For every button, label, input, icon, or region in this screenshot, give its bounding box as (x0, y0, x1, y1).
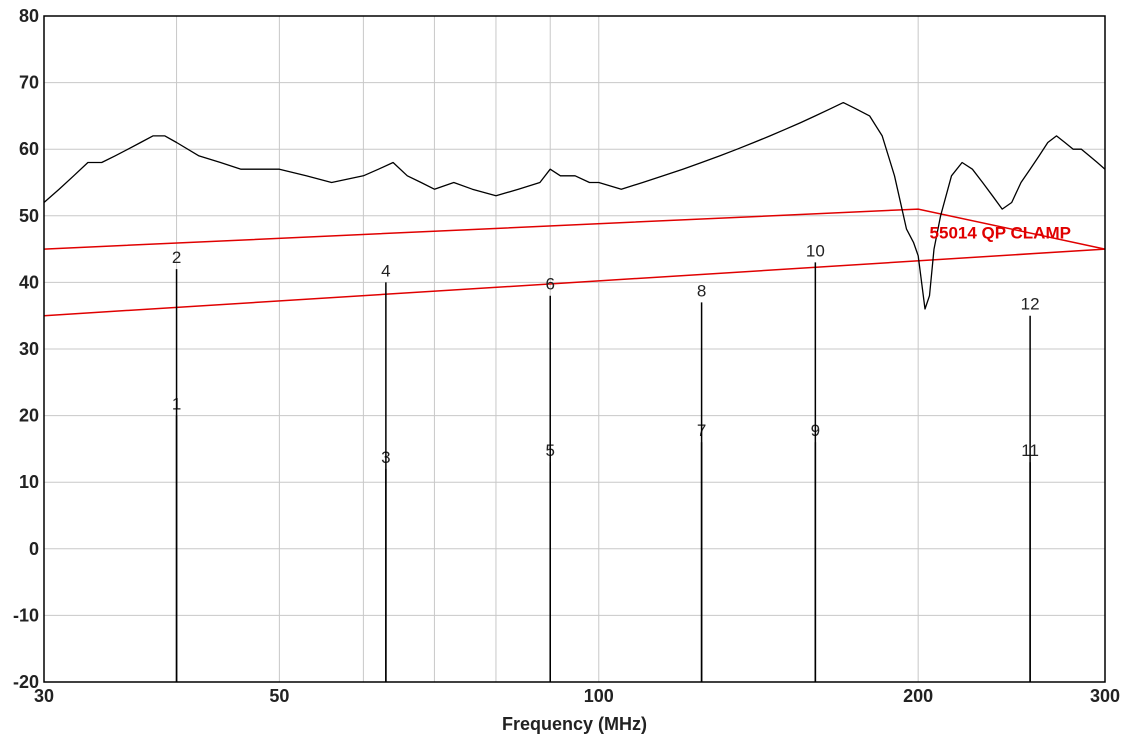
x-tick-label: 300 (1090, 686, 1120, 706)
y-tick-label: 20 (19, 406, 39, 426)
y-tick-label: 70 (19, 73, 39, 93)
marker-label-10: 10 (806, 241, 825, 260)
y-tick-label: 60 (19, 139, 39, 159)
marker-label-8: 8 (697, 281, 706, 300)
y-tick-label: 10 (19, 472, 39, 492)
y-tick-label: 50 (19, 206, 39, 226)
y-tick-label: 0 (29, 539, 39, 559)
marker-label-12: 12 (1021, 295, 1040, 314)
y-tick-label: 40 (19, 272, 39, 292)
x-tick-label: 100 (584, 686, 614, 706)
marker-label-6: 6 (545, 275, 554, 294)
limit-line (43, 208, 1106, 250)
y-tick-label: 30 (19, 339, 39, 359)
limit-lines (43, 208, 1106, 317)
grid (43, 15, 1106, 683)
y-tick-label: -10 (13, 605, 39, 625)
markers: 123456789101112 (172, 241, 1040, 682)
x-tick-label: 200 (903, 686, 933, 706)
limit-label: 55014 QP CLAMP (930, 223, 1071, 242)
y-tick-label: -20 (13, 672, 39, 692)
y-tick-label: 80 (19, 6, 39, 26)
limit-line (43, 248, 1106, 317)
x-tick-label: 50 (269, 686, 289, 706)
plot-frame (43, 15, 1106, 683)
marker-label-4: 4 (381, 261, 390, 280)
trace-line (43, 101, 1106, 310)
marker-label-2: 2 (172, 248, 181, 267)
x-tick-label: 30 (34, 686, 54, 706)
x-axis-title: Frequency (MHz) (502, 714, 647, 734)
emission-trace (43, 101, 1106, 310)
